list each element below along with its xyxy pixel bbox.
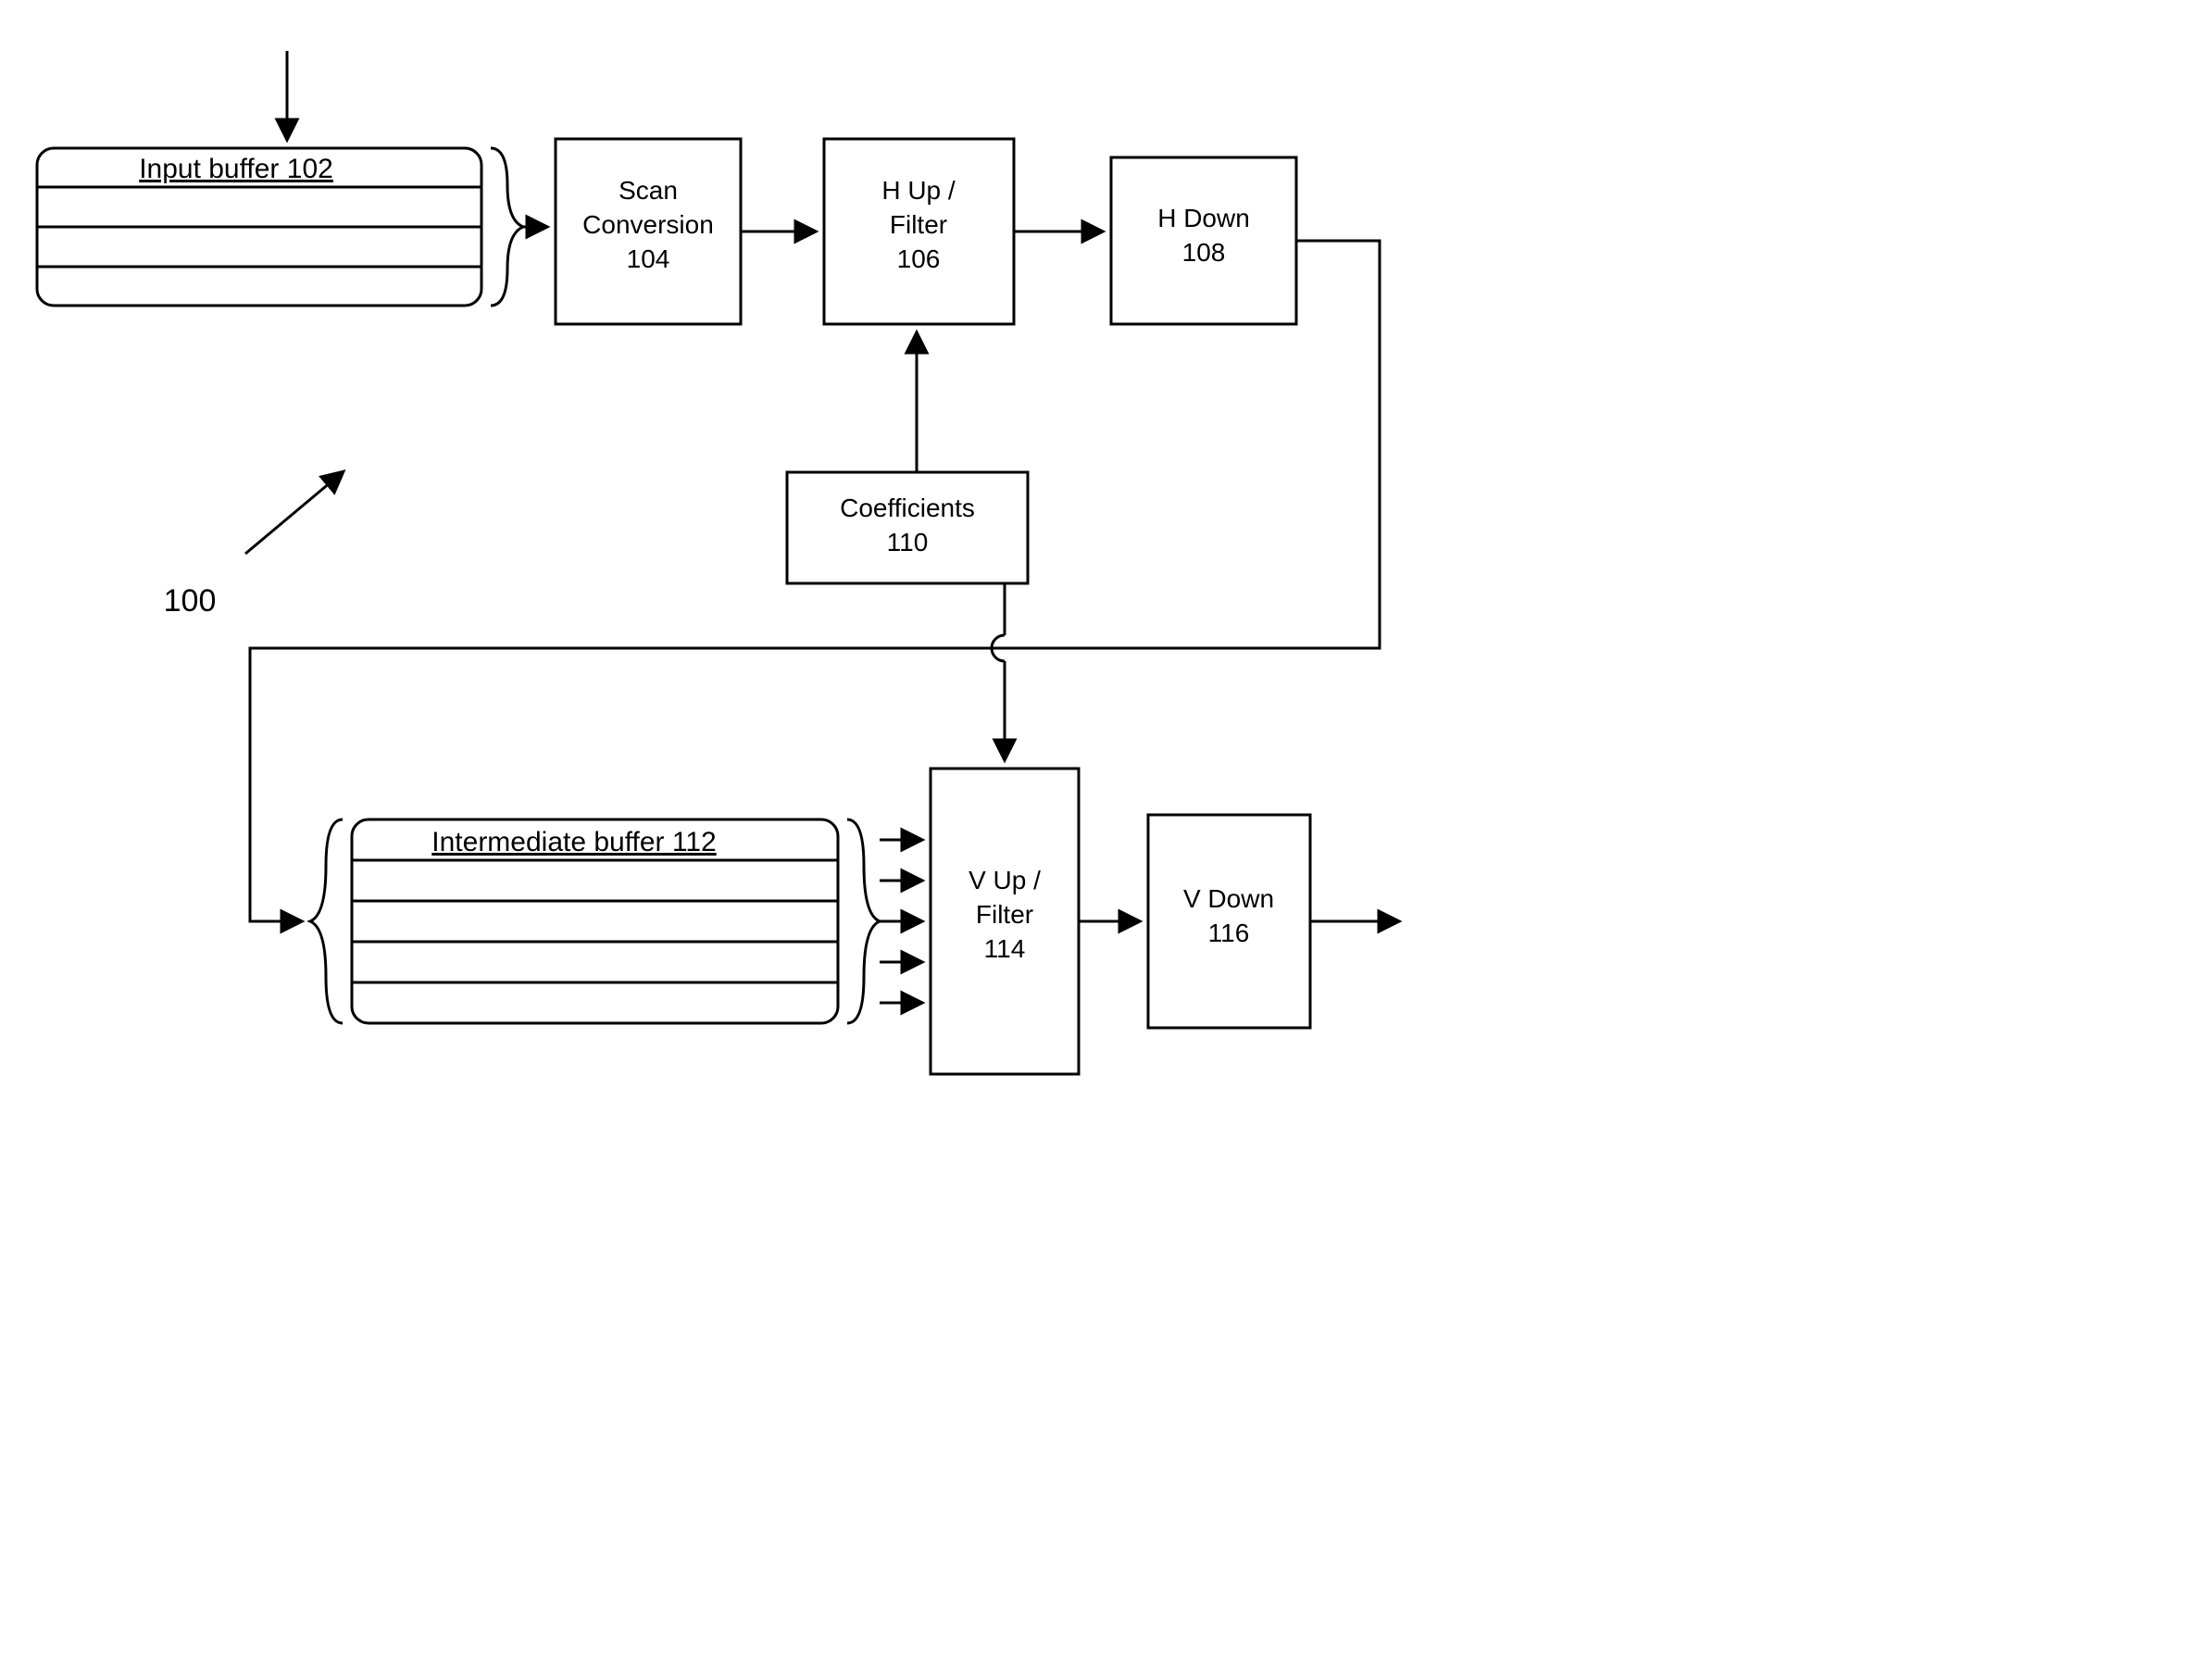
- v-down-node: V Down 116: [1148, 815, 1310, 1028]
- svg-text:V Up /: V Up /: [969, 866, 1041, 894]
- intermediate-buffer-node: Intermediate buffer 112: [310, 819, 880, 1023]
- intermediate-buffer-label: Intermediate buffer 112: [431, 827, 716, 857]
- svg-text:Coefficients: Coefficients: [840, 494, 975, 522]
- input-buffer-node: Input buffer 102: [37, 148, 523, 306]
- h-up-filter-node: H Up / Filter 106: [824, 139, 1014, 324]
- svg-text:Filter: Filter: [890, 210, 947, 239]
- svg-text:104: 104: [627, 244, 670, 273]
- edge-coeffs-to-vup: [992, 583, 1005, 759]
- svg-text:H Up /: H Up /: [881, 176, 956, 205]
- svg-text:114: 114: [984, 934, 1026, 963]
- coefficients-node: Coefficients 110: [787, 472, 1028, 583]
- svg-text:Filter: Filter: [976, 900, 1033, 929]
- scan-conversion-node: Scan Conversion 104: [556, 139, 741, 324]
- edge-interbuffer-to-vup: [880, 840, 921, 1003]
- svg-text:Scan: Scan: [619, 176, 678, 205]
- svg-text:108: 108: [1182, 238, 1226, 267]
- svg-text:116: 116: [1208, 919, 1250, 947]
- h-down-node: H Down 108: [1111, 157, 1296, 324]
- svg-text:V Down: V Down: [1183, 884, 1274, 913]
- svg-text:100: 100: [164, 583, 217, 619]
- flowchart-diagram: Input buffer 102 Scan Conversion 104 H U…: [0, 0, 1472, 1111]
- figure-reference: 100: [164, 472, 343, 619]
- svg-text:110: 110: [887, 528, 929, 556]
- svg-text:Conversion: Conversion: [582, 210, 714, 239]
- svg-text:106: 106: [897, 244, 941, 273]
- v-up-filter-node: V Up / Filter 114: [931, 769, 1079, 1074]
- svg-text:H Down: H Down: [1157, 204, 1250, 232]
- input-buffer-label: Input buffer 102: [139, 154, 333, 184]
